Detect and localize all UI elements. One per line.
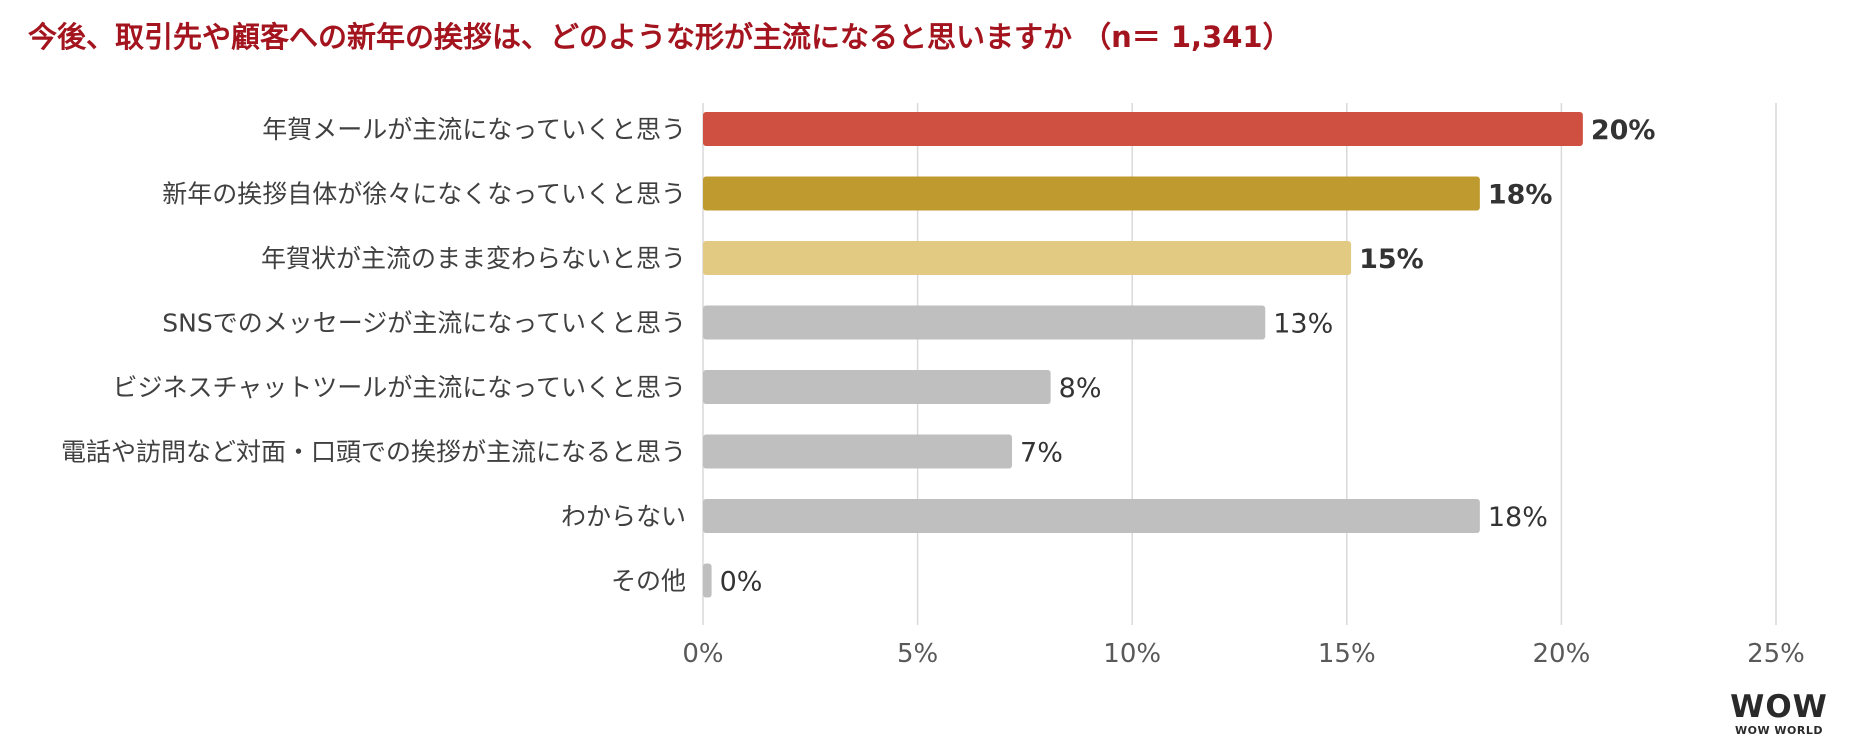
data-label: 0% (720, 567, 763, 598)
logo-mark: WOW (1730, 689, 1828, 725)
category-label: わからない (561, 502, 686, 531)
category-label: 新年の挨拶自体が徐々になくなっていくと思う (162, 180, 686, 209)
bar (703, 563, 712, 598)
data-label: 8% (1059, 373, 1102, 404)
chart-title: 今後、取引先や顧客への新年の挨拶は、どのような形が主流になると思いますか （n＝… (28, 20, 1292, 54)
category-label: 年賀状が主流のまま変わらないと思う (261, 244, 686, 273)
bar (703, 434, 1013, 469)
category-label: SNSでのメッセージが主流になっていくと思う (162, 309, 686, 338)
x-tick-label: 5% (897, 639, 938, 669)
data-label: 7% (1020, 438, 1063, 469)
data-label: 18% (1488, 180, 1553, 211)
category-label: 年賀メールが主流になっていくと思う (262, 115, 686, 144)
bar (703, 499, 1480, 533)
logo-text: WOW WORLD (1734, 724, 1824, 737)
bar (703, 176, 1480, 211)
wow-world-logo: WOW WOW WORLD (1724, 690, 1834, 738)
x-tick-label: 10% (1103, 639, 1161, 669)
data-label: 13% (1273, 309, 1333, 340)
bar (703, 305, 1266, 340)
bar (703, 112, 1583, 146)
x-tick-label: 25% (1747, 639, 1805, 669)
category-label: 電話や訪問など対面・口頭での挨拶が主流になると思う (61, 438, 686, 467)
data-label: 18% (1488, 502, 1548, 533)
bar (703, 370, 1051, 404)
x-tick-label: 0% (682, 639, 723, 669)
category-label: その他 (611, 567, 686, 596)
x-tick-label: 15% (1318, 639, 1376, 669)
bar (703, 241, 1352, 275)
category-label: ビジネスチャットツールが主流になっていくと思う (112, 373, 686, 402)
bar-chart: 0% 5% 10% 15% 20% 25% 年賀メールが主流になっていくと思う 20% 新年の挨… (61, 103, 1805, 669)
x-tick-label: 20% (1533, 639, 1591, 669)
data-label: 15% (1359, 244, 1424, 275)
data-label: 20% (1591, 115, 1656, 146)
